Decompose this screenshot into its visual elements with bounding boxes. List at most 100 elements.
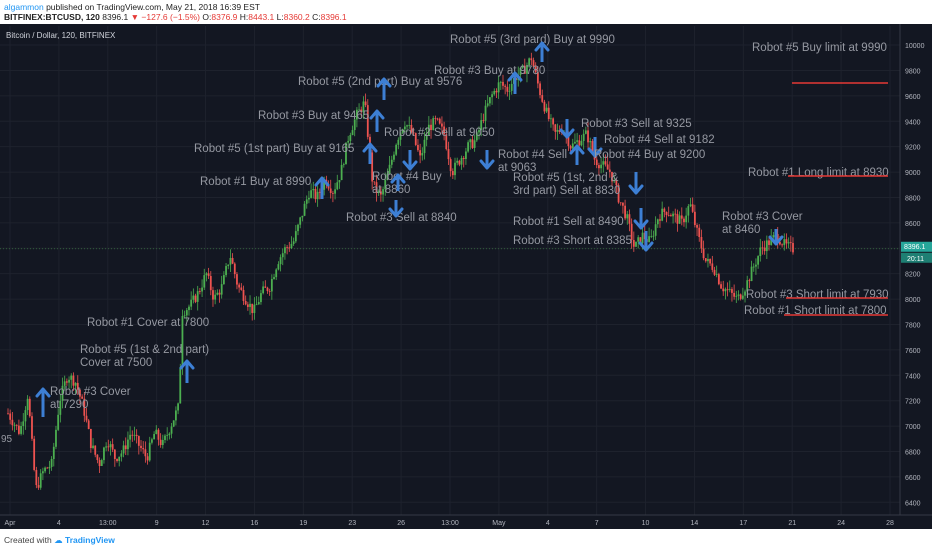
candle-body (685, 215, 688, 223)
last-price-tag-text: 8396.1 (904, 244, 926, 251)
candle-body (79, 389, 81, 397)
author-link[interactable]: algammon (4, 2, 44, 12)
candle-body (438, 118, 441, 124)
candle-body (244, 300, 247, 305)
candle-body (253, 304, 256, 314)
x-tick-label: 21 (788, 520, 796, 527)
candle-body (430, 124, 432, 131)
candle-body (550, 118, 552, 120)
candle-body (715, 274, 718, 276)
candle-body (427, 124, 430, 136)
candle-body (652, 235, 655, 237)
candle-body (382, 189, 384, 195)
candle-body (349, 134, 352, 141)
candle-body (192, 295, 195, 300)
candle-body (303, 203, 306, 216)
y-tick-label: 9800 (905, 68, 921, 75)
edge-label: 95 (1, 434, 13, 445)
candle-body (111, 444, 114, 450)
price-axis (900, 24, 932, 529)
candle-body (242, 289, 245, 301)
candle-body (390, 159, 393, 165)
candle-body (641, 232, 644, 244)
y-tick-label: 8800 (905, 195, 921, 202)
candle-body (635, 241, 637, 247)
candle-body (486, 103, 489, 106)
candle-body (133, 434, 136, 436)
candle-body (598, 165, 600, 169)
candle-body (26, 398, 29, 411)
tradingview-logo-icon: ☁ (54, 535, 63, 545)
candle-body (68, 379, 70, 383)
candle-body (523, 65, 526, 74)
annotation-text: Robot #4 Sell at 9182 (604, 134, 715, 146)
candle-body (508, 90, 511, 92)
candle-body (757, 256, 760, 265)
candle-body (183, 315, 186, 317)
candle-body (137, 436, 140, 446)
candle-body (386, 173, 389, 181)
candle-body (451, 171, 454, 176)
candle-body (270, 279, 273, 292)
candle-body (713, 269, 716, 275)
candle-body (308, 197, 310, 200)
candle-body (432, 118, 435, 131)
candle-body (190, 299, 193, 307)
x-tick-label: 19 (299, 520, 307, 527)
candle-body (55, 429, 57, 447)
annotation-text: Robot #3 Cover at 8460 (722, 211, 803, 236)
x-tick-label: 14 (691, 520, 699, 527)
limit-label: Robot #5 Buy limit at 9990 (752, 42, 887, 54)
candle-body (761, 247, 764, 249)
price-chart[interactable]: Robot #5 Buy limit at 9990 Robot #1 Long … (0, 24, 932, 529)
candle-body (236, 274, 238, 285)
candle-body (724, 289, 727, 292)
candle-body (310, 190, 312, 198)
candle-body (140, 445, 142, 449)
candle-body (9, 413, 12, 420)
arrow-down-icon (587, 147, 603, 158)
candle-body (678, 215, 681, 224)
candle-body (558, 130, 561, 133)
candle-body (735, 295, 738, 297)
publish-line: algammon published on TradingView.com, M… (4, 2, 260, 12)
candle-body (691, 204, 694, 212)
candle-body (266, 287, 269, 292)
annotation-text: Robot #5 (1st part) Buy at 9165 (194, 143, 354, 155)
candle-body (28, 398, 31, 417)
limit-lines: Robot #5 Buy limit at 9990 Robot #1 Long … (744, 42, 889, 317)
candle-body (510, 83, 513, 91)
candle-body (744, 291, 746, 296)
annotation-text: Robot #3 Buy at 9780 (434, 65, 545, 77)
candle-body (314, 188, 317, 200)
candle-body (44, 467, 46, 472)
candle-body (301, 215, 304, 218)
candle-body (342, 164, 345, 166)
tradingview-link[interactable]: TradingView (64, 535, 115, 545)
candle-body (622, 202, 624, 206)
candle-body (340, 164, 343, 181)
candle-body (316, 191, 319, 200)
published-text: published on TradingView.com, May 21, 20… (46, 2, 260, 12)
y-tick-label: 6800 (905, 449, 921, 456)
candle-body (72, 375, 75, 386)
candle-body (785, 239, 788, 244)
candle-body (393, 154, 395, 160)
annotation-text: Robot #1 Buy at 8990 (200, 176, 311, 188)
annotation-text: Robot #3 Sell at 8840 (346, 212, 457, 224)
candle-body (371, 152, 374, 182)
candle-body (329, 188, 332, 193)
candle-body (379, 191, 382, 195)
candle-body (63, 381, 66, 386)
candle-body (164, 435, 166, 441)
chart-area[interactable]: Robot #5 Buy limit at 9990 Robot #1 Long … (0, 24, 932, 529)
candles (7, 52, 794, 490)
candle-body (203, 275, 206, 288)
candle-body (421, 153, 424, 156)
candle-body (172, 420, 175, 427)
x-tick-label: 23 (348, 520, 356, 527)
candle-body (179, 367, 182, 404)
candle-body (142, 448, 145, 450)
candle-body (755, 264, 757, 267)
candle-body (654, 224, 657, 236)
